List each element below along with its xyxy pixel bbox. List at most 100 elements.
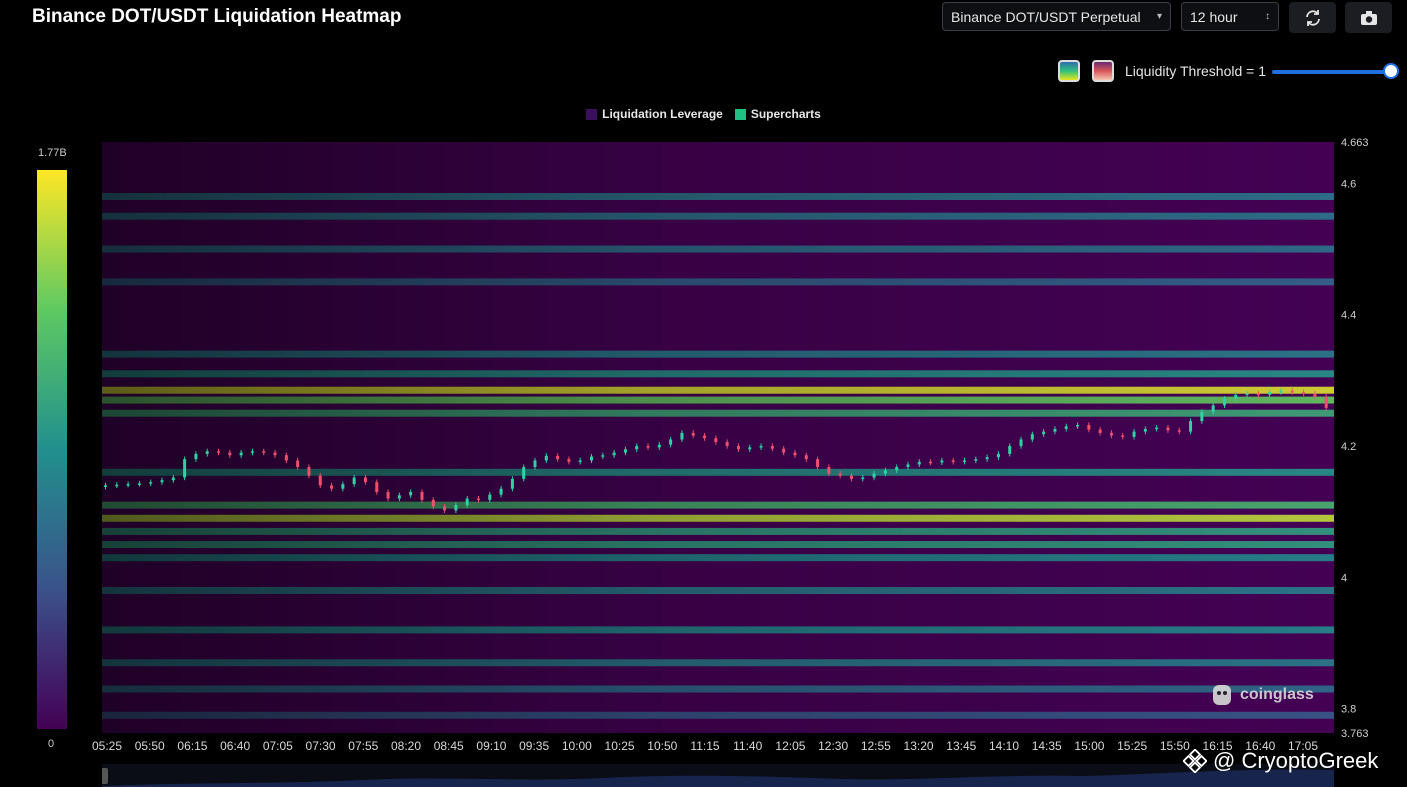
price-candle: [273, 449, 277, 458]
price-candle: [861, 474, 865, 482]
price-candle: [420, 489, 424, 503]
price-candle: [262, 448, 266, 456]
y-tick-label: 4.4: [1341, 310, 1356, 322]
y-tick-label: 4.6: [1341, 178, 1356, 190]
y-tick-label: 3.8: [1341, 704, 1356, 716]
refresh-button[interactable]: [1289, 2, 1336, 33]
x-tick-label: 10:00: [562, 739, 592, 753]
price-candle: [974, 456, 978, 464]
price-candle: [940, 457, 944, 466]
price-candle: [590, 453, 594, 464]
page-title: Binance DOT/USDT Liquidation Heatmap: [32, 6, 402, 27]
price-candle: [578, 457, 582, 465]
price-candle: [1279, 388, 1283, 395]
x-tick-label: 16:15: [1203, 739, 1233, 753]
y-tick-label: 4: [1341, 572, 1347, 584]
watermark: coinglass: [1210, 682, 1314, 708]
price-candle: [1132, 428, 1136, 440]
range-select[interactable]: 12 hour ↕: [1181, 2, 1279, 31]
x-tick-label: 09:10: [476, 739, 506, 753]
x-tick-label: 07:30: [306, 739, 336, 753]
x-tick-label: 06:40: [220, 739, 250, 753]
navigator-handle-left[interactable]: [102, 768, 108, 784]
heatmap-chart[interactable]: 4.663 4.6 4.4 4.2 4 3.8 3.763 05:25 05:50 06:15 0…: [0, 0, 1407, 765]
watermark-text: coinglass: [1240, 686, 1314, 703]
price-candle: [883, 467, 887, 477]
price-candle: [714, 435, 718, 445]
price-candle: [601, 452, 605, 460]
pair-select[interactable]: Binance DOT/USDT Perpetual ▾: [942, 2, 1171, 31]
x-tick-label: 07:05: [263, 739, 293, 753]
price-candle: [646, 443, 650, 450]
plot-fade: [102, 142, 1334, 733]
price-candle: [431, 497, 435, 510]
threshold-label: Liquidity Threshold = 1: [1125, 63, 1266, 79]
x-tick-label: 15:50: [1160, 739, 1190, 753]
price-candle: [827, 464, 831, 477]
caret-down-icon: ▾: [1156, 11, 1162, 22]
legend-item-supercharts[interactable]: Supercharts: [734, 107, 821, 121]
price-candle: [228, 449, 232, 458]
price-candle: [1256, 390, 1260, 398]
price-candle: [657, 442, 661, 450]
x-tick-label: 11:15: [690, 739, 719, 753]
price-candle: [296, 457, 300, 470]
price-candle: [1234, 392, 1238, 402]
price-candle: [567, 456, 571, 465]
coinglass-logo-icon: [1213, 685, 1231, 705]
price-candle: [1177, 427, 1181, 435]
price-candle: [759, 443, 763, 450]
price-candle: [1064, 423, 1068, 432]
chart-legend: Liquidation Leverage Supercharts: [0, 107, 1407, 121]
price-candle: [375, 479, 379, 495]
price-candle: [770, 443, 774, 452]
price-candle: [522, 464, 526, 482]
updown-icon: ↕: [1265, 11, 1270, 22]
time-navigator[interactable]: [102, 764, 1334, 787]
price-candle: [137, 480, 141, 487]
legend-swatch: [586, 108, 598, 120]
x-tick-label: 05:25: [92, 739, 122, 753]
palette-magma-button[interactable]: [1092, 60, 1114, 82]
threshold-slider-track[interactable]: [1272, 70, 1392, 74]
price-candle: [1290, 388, 1294, 395]
price-candle: [872, 470, 876, 481]
price-candle: [736, 443, 740, 452]
legend-item-liquidation-leverage[interactable]: Liquidation Leverage: [586, 107, 723, 121]
x-tick-label: 05:50: [135, 739, 165, 753]
price-candle: [917, 459, 921, 468]
x-tick-label: 13:20: [904, 739, 934, 753]
y-tick-label: 3.763: [1341, 728, 1369, 740]
price-candle: [205, 448, 209, 457]
price-candle: [929, 459, 933, 466]
price-candle: [985, 454, 989, 462]
price-candle: [443, 503, 447, 514]
x-tick-label: 12:05: [775, 739, 805, 753]
price-candle: [1211, 402, 1215, 415]
x-tick-label: 15:25: [1117, 739, 1147, 753]
x-tick-label: 10:50: [647, 739, 677, 753]
price-candle: [816, 456, 820, 470]
price-candle: [533, 457, 537, 470]
price-candle: [691, 430, 695, 439]
x-tick-label: 15:00: [1074, 739, 1104, 753]
price-candle: [1324, 394, 1328, 411]
legend-swatch: [734, 108, 746, 120]
price-candle: [454, 502, 458, 514]
price-candle: [725, 439, 729, 449]
colorbar-min-label: 0: [48, 738, 55, 750]
price-candle: [194, 451, 198, 462]
screenshot-button[interactable]: [1345, 2, 1392, 33]
price-candle: [556, 453, 560, 462]
price-candle: [284, 452, 288, 464]
y-tick-label: 4.2: [1341, 441, 1356, 453]
refresh-icon: [1305, 9, 1320, 26]
x-tick-label: 12:55: [861, 739, 891, 753]
price-candle: [669, 436, 673, 448]
price-candle: [115, 482, 119, 489]
palette-viridis-button[interactable]: [1058, 60, 1080, 82]
colorbar-max-label: 1.77B: [38, 147, 67, 159]
price-candle: [386, 489, 390, 502]
price-candle: [1008, 443, 1012, 457]
threshold-slider-handle[interactable]: [1383, 63, 1399, 79]
